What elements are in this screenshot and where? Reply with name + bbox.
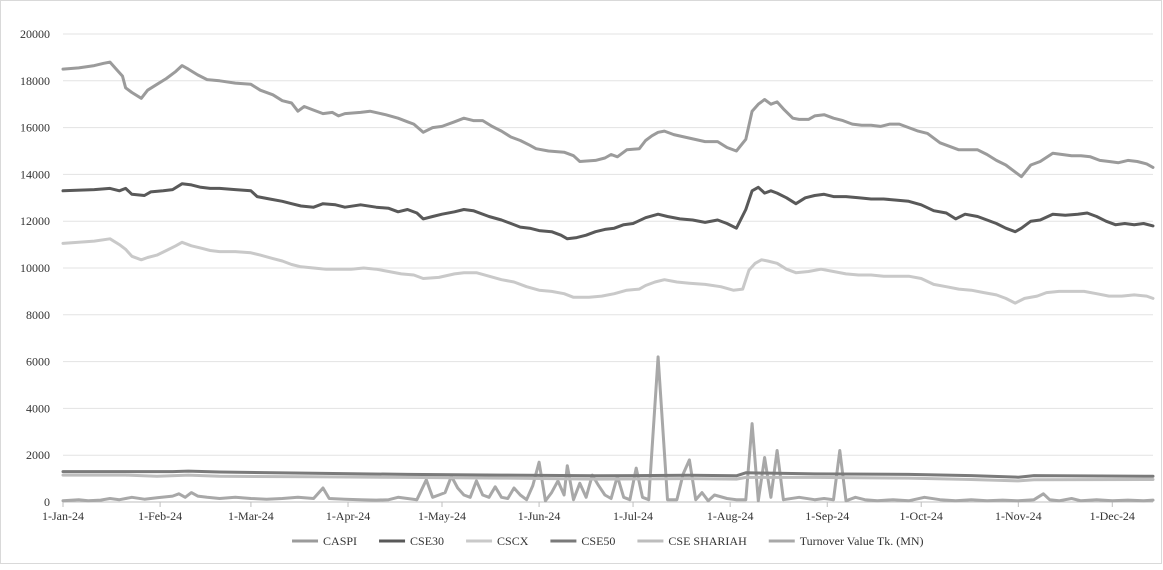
- x-tick-label: 1-Aug-24: [707, 509, 754, 523]
- x-tick-label: 1-Feb-24: [138, 509, 182, 523]
- legend-item-cscx: CSCX: [466, 534, 529, 548]
- x-tick-label: 1-Sep-24: [805, 509, 849, 523]
- y-tick-label: 18000: [20, 74, 50, 88]
- axes: [62, 501, 1153, 507]
- legend-item-caspi: CASPI: [292, 534, 357, 548]
- gridlines: [63, 33, 1153, 456]
- y-tick-label: 14000: [20, 167, 50, 181]
- y-tick-label: 0: [44, 495, 50, 509]
- legend-label: CSE SHARIAH: [668, 534, 747, 548]
- x-tick-label: 1-Jan-24: [42, 509, 84, 523]
- y-tick-label: 16000: [20, 121, 50, 135]
- x-tick-label: 1-May-24: [418, 509, 466, 523]
- x-tick-label: 1-Apr-24: [326, 509, 370, 523]
- x-tick-label: 1-Oct-24: [900, 509, 943, 523]
- legend-item-cse30: CSE30: [379, 534, 444, 548]
- legend: CASPI CSE30 CSCX CSE50 CSE SHARIAH Turnover V…: [292, 534, 924, 548]
- y-tick-label: 10000: [20, 261, 50, 275]
- legend-label: CSCX: [497, 534, 529, 548]
- legend-label: CSE30: [410, 534, 444, 548]
- series-line-turnover-value-tk-mn: [61, 355, 1155, 503]
- series-line-caspi: [61, 60, 1155, 179]
- y-tick-label: 8000: [26, 308, 50, 322]
- series-lines: [61, 60, 1155, 503]
- y-tick-label: 2000: [26, 448, 50, 462]
- legend-item-turnover-value-tk-mn: Turnover Value Tk. (MN): [768, 534, 924, 548]
- x-tick-label: 1-Dec-24: [1090, 509, 1135, 523]
- legend-item-cse50: CSE50: [550, 534, 615, 548]
- x-tick-label: 1-Nov-24: [995, 509, 1042, 523]
- x-tick-label: 1-Jun-24: [518, 509, 561, 523]
- series-line-cse30: [61, 182, 1155, 241]
- y-tick-label: 4000: [26, 401, 50, 415]
- x-tick-label: 1-Jul-24: [613, 509, 653, 523]
- legend-item-cse-shariah: CSE SHARIAH: [637, 534, 747, 548]
- series-line-cse50: [61, 469, 1155, 479]
- legend-label: Turnover Value Tk. (MN): [800, 534, 924, 548]
- legend-label: CSE50: [581, 534, 615, 548]
- series-line-cscx: [61, 237, 1155, 305]
- x-axis-tick-labels: 1-Jan-24 1-Feb-24 1-Mar-24 1-Apr-24 1-May-24…: [42, 509, 1135, 523]
- x-tick-label: 1-Mar-24: [228, 509, 274, 523]
- y-tick-label: 20000: [20, 27, 50, 41]
- legend-label: CASPI: [323, 534, 357, 548]
- y-tick-label: 12000: [20, 214, 50, 228]
- y-axis-tick-labels: 0 2000 4000 6000 8000 10000 12000 14000 16000 180…: [20, 27, 50, 509]
- series-line-cse-shariah: [61, 473, 1155, 483]
- y-tick-label: 6000: [26, 355, 50, 369]
